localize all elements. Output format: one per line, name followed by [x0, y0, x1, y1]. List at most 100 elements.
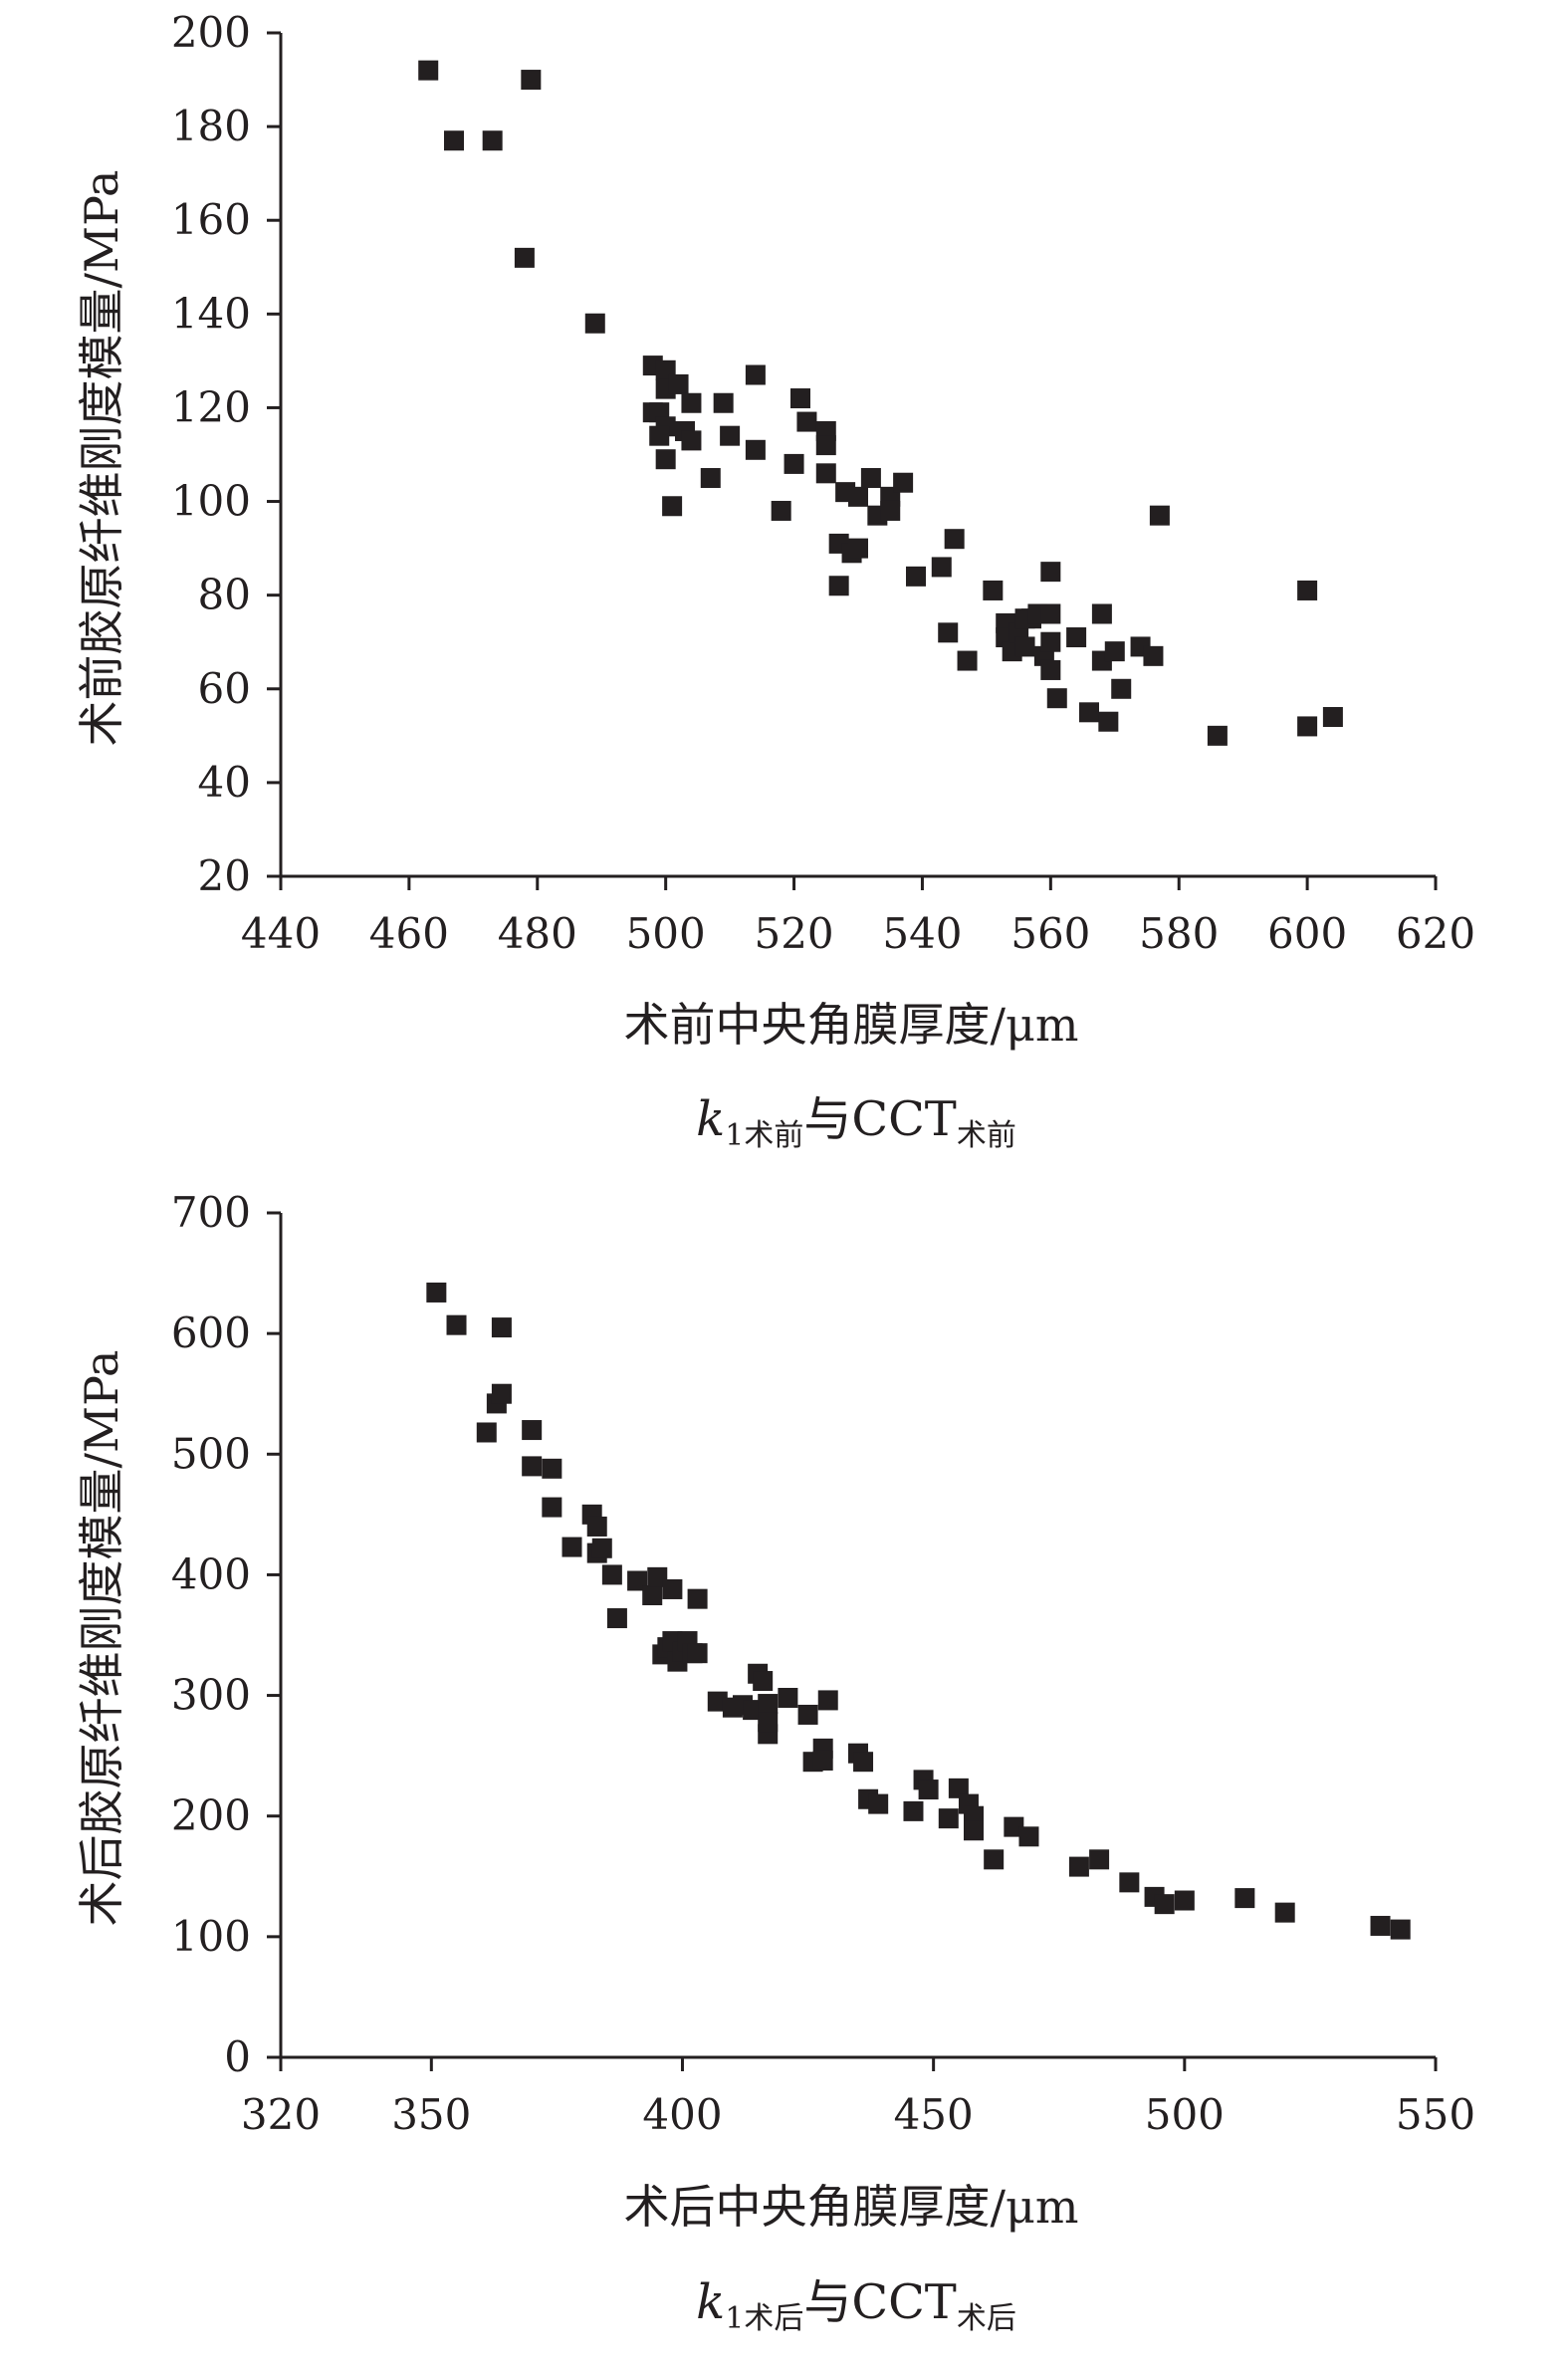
- caption-sub2: 术后: [957, 2301, 1016, 2336]
- data-point: [446, 1314, 467, 1335]
- x-tick-label: 500: [626, 909, 706, 958]
- data-points: [418, 60, 1343, 746]
- data-point: [491, 1317, 512, 1338]
- data-point: [743, 1700, 764, 1721]
- data-point: [853, 1752, 874, 1773]
- data-point: [1143, 645, 1164, 666]
- data-point: [1174, 1890, 1195, 1911]
- data-point: [771, 500, 791, 521]
- chart-caption: k1术前与CCT术前: [696, 1091, 1016, 1153]
- data-point: [1004, 1816, 1024, 1837]
- y-tick-label: 400: [171, 1549, 251, 1598]
- y-tick-label: 200: [171, 8, 251, 57]
- data-point: [758, 1694, 779, 1715]
- data-point: [668, 373, 689, 394]
- data-point: [444, 130, 464, 151]
- data-point: [1040, 603, 1061, 624]
- y-tick-label: 20: [198, 851, 251, 900]
- data-point: [903, 1800, 924, 1821]
- data-point: [944, 529, 965, 550]
- data-point: [906, 566, 926, 587]
- data-point: [893, 472, 914, 493]
- data-point: [1297, 716, 1318, 737]
- chart-pre-op: 20 40 60 80 100 120 140 160 180 200 440 460 480 500 5…: [75, 8, 1475, 1153]
- caption-main: k: [696, 1091, 725, 1147]
- data-point: [868, 1793, 889, 1814]
- data-point: [681, 430, 702, 451]
- x-tick-label: 480: [498, 909, 577, 958]
- x-axis-title: 术后中央角膜厚度/μm: [623, 2180, 1078, 2234]
- caption-main: k: [696, 2274, 725, 2330]
- data-point: [418, 60, 439, 81]
- data-point: [514, 247, 535, 268]
- y-tick-label: 500: [171, 1429, 251, 1478]
- data-point: [817, 1690, 838, 1711]
- data-point: [812, 1750, 833, 1771]
- data-point: [931, 557, 952, 578]
- data-point: [700, 468, 721, 489]
- x-tick-label: 400: [642, 2090, 722, 2139]
- data-point: [797, 1704, 818, 1725]
- data-point: [586, 1516, 607, 1537]
- caption-sub1: 1术前: [725, 1118, 803, 1153]
- data-point: [681, 392, 702, 413]
- x-tick-label: 620: [1396, 909, 1475, 958]
- data-point: [606, 1608, 627, 1629]
- data-point: [1066, 627, 1087, 648]
- x-tick-label: 540: [882, 909, 962, 958]
- y-tick-label: 140: [171, 289, 251, 338]
- data-point: [1154, 1894, 1175, 1915]
- y-tick-label: 120: [171, 382, 251, 431]
- data-point: [1068, 1856, 1089, 1877]
- y-tick-labels: 0 100 200 300 400 500 600 700: [171, 1188, 251, 2081]
- y-tick-labels: 20 40 60 80 100 120 140 160 180 200: [171, 8, 251, 900]
- y-tick-label: 180: [171, 102, 251, 150]
- data-point: [1111, 678, 1132, 699]
- x-tick-label: 500: [1145, 2090, 1225, 2139]
- data-point: [848, 538, 868, 559]
- data-point: [542, 1497, 562, 1518]
- y-tick-label: 80: [198, 571, 251, 619]
- data-point: [1234, 1888, 1255, 1909]
- x-tick-label: 350: [391, 2090, 471, 2139]
- data-point: [707, 1691, 728, 1712]
- caption-mid: 与CCT: [803, 1091, 956, 1147]
- data-point: [745, 439, 766, 460]
- x-tick-label: 460: [369, 909, 449, 958]
- data-point: [828, 576, 849, 596]
- data-point: [964, 1820, 984, 1841]
- data-point: [796, 411, 817, 432]
- x-tick-label: 450: [894, 2090, 974, 2139]
- x-tick-label: 580: [1139, 909, 1219, 958]
- chart-post-op: 0 100 200 300 400 500 600 700 320 350 400 450 500 55…: [75, 1188, 1475, 2336]
- x-tick-labels: 440 460 480 500 520 540 560 580 600 620: [241, 909, 1475, 958]
- data-point: [1079, 702, 1099, 723]
- data-point: [778, 1687, 798, 1708]
- data-point: [1104, 641, 1125, 662]
- data-point: [687, 1643, 708, 1664]
- data-point: [1040, 631, 1061, 652]
- data-point: [1091, 603, 1112, 624]
- data-point: [627, 1570, 648, 1591]
- data-point: [957, 650, 978, 671]
- data-point: [591, 1538, 612, 1558]
- x-tick-label: 440: [241, 909, 321, 958]
- data-points: [426, 1282, 1411, 1940]
- data-point: [1119, 1872, 1140, 1893]
- y-tick-label: 40: [198, 758, 251, 807]
- x-tick-label: 520: [754, 909, 833, 958]
- y-axis-title: 术后胶原纤维刚度模量/MPa: [75, 1350, 128, 1927]
- data-point: [1274, 1902, 1295, 1923]
- data-point: [655, 449, 676, 470]
- data-point: [1297, 580, 1318, 600]
- y-tick-label: 60: [198, 664, 251, 713]
- data-point: [601, 1564, 622, 1585]
- y-tick-label: 200: [171, 1791, 251, 1840]
- data-point: [720, 425, 741, 446]
- data-point: [790, 388, 810, 409]
- x-tick-label: 550: [1396, 2090, 1475, 2139]
- data-point: [1149, 505, 1170, 526]
- axes: [267, 1211, 1438, 2071]
- data-point: [491, 1383, 512, 1404]
- data-point: [938, 622, 959, 643]
